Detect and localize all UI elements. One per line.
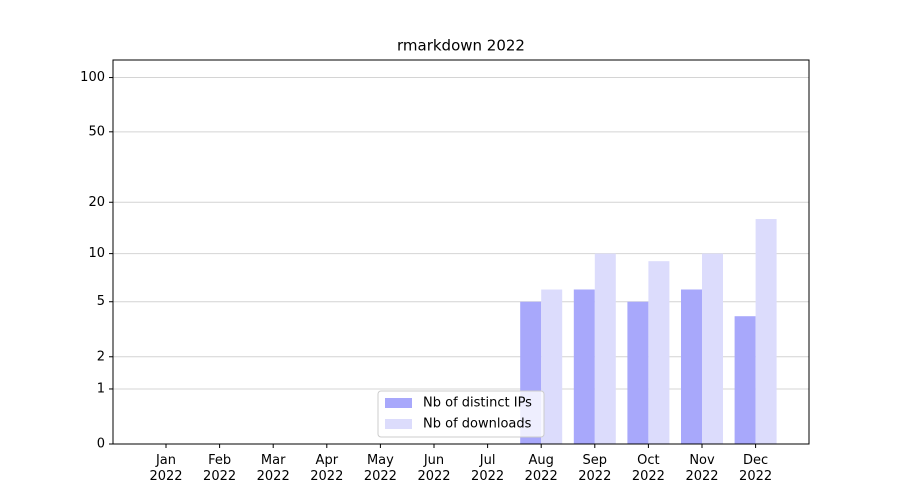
- y-tick-label: 2: [97, 349, 105, 364]
- bar: [755, 219, 777, 444]
- y-tick-label: 20: [88, 195, 105, 210]
- y-tick-label: 10: [88, 246, 105, 261]
- y-tick-label: 50: [88, 124, 105, 139]
- x-tick-label: Jan 2022: [149, 453, 183, 484]
- legend-label: Nb of distinct IPs: [423, 396, 532, 411]
- x-tick-label: Jun 2022: [417, 453, 451, 484]
- y-tick-label: 5: [97, 294, 105, 309]
- bar: [627, 301, 649, 444]
- bar: [594, 253, 616, 444]
- x-tick-label: Dec 2022: [739, 453, 773, 484]
- x-tick-label: Sep 2022: [578, 453, 612, 484]
- legend-swatch: [385, 398, 412, 408]
- x-tick-label: Mar 2022: [256, 453, 290, 484]
- y-tick-label: 100: [80, 70, 105, 85]
- bar: [541, 289, 563, 444]
- bar: [702, 253, 723, 444]
- y-tick-label: 0: [97, 437, 105, 452]
- bar: [734, 316, 756, 444]
- x-tick-label: Oct 2022: [631, 453, 665, 484]
- chart-title: rmarkdown 2022: [397, 37, 525, 55]
- x-tick-label: Jul 2022: [471, 453, 505, 484]
- bar: [681, 289, 702, 444]
- legend-swatch: [385, 419, 412, 429]
- y-tick-label: 1: [97, 381, 105, 396]
- plot-frame: [112, 59, 810, 445]
- bar: [573, 289, 595, 444]
- x-tick-label: Nov 2022: [685, 453, 719, 484]
- x-tick-label: Feb 2022: [203, 453, 237, 484]
- x-tick-label: Apr 2022: [310, 453, 344, 484]
- legend-label: Nb of downloads: [423, 417, 532, 432]
- bar: [648, 261, 670, 444]
- legend-box: [377, 390, 545, 438]
- x-tick-label: May 2022: [363, 453, 397, 484]
- x-tick-label: Aug 2022: [524, 453, 558, 484]
- legend: Nb of distinct IPs Nb of downloads: [377, 390, 545, 438]
